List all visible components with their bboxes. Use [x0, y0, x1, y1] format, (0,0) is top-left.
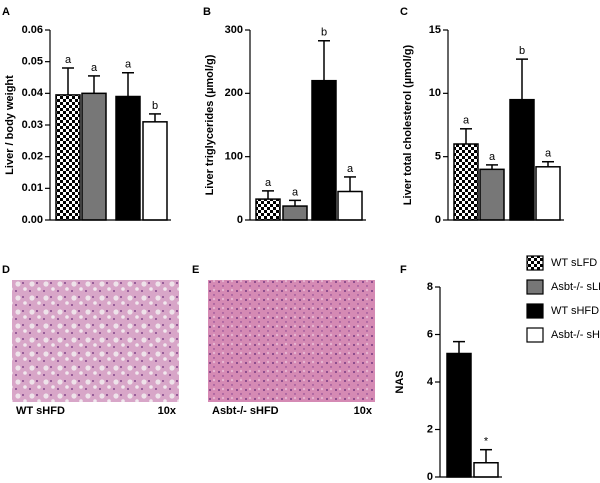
- bar: [453, 143, 479, 221]
- bar: [479, 168, 505, 221]
- y-tick-label: 0.04: [22, 87, 44, 99]
- panel-label: A: [2, 6, 10, 18]
- annotation: a: [91, 62, 98, 74]
- annotation: b: [321, 27, 327, 39]
- bar: [282, 205, 308, 221]
- bar: [535, 166, 561, 221]
- y-tick-label: 0: [435, 214, 441, 226]
- y-tick-label: 0.00: [22, 214, 43, 226]
- annotation: a: [347, 163, 354, 175]
- legend-label: WT sHFD: [551, 305, 599, 317]
- annotation: a: [265, 177, 272, 189]
- legend-label: WT sLFD: [551, 257, 597, 269]
- y-axis-label: NAS: [394, 370, 406, 393]
- y-tick-label: 0.03: [22, 119, 43, 131]
- y-axis-label: Liver total cholesterol (µmol/g): [402, 44, 414, 205]
- panel-label: F: [400, 264, 407, 276]
- bar: [55, 94, 81, 221]
- image-magnification: 10x: [158, 405, 177, 417]
- annotation: a: [292, 186, 299, 198]
- legend-label: Asbt-/- sHFD: [551, 329, 600, 341]
- annotation: b: [519, 45, 525, 57]
- bar: [509, 98, 535, 221]
- image-caption: Asbt-/- sHFD: [212, 405, 279, 417]
- annotation: b: [152, 100, 158, 112]
- y-tick-label: 300: [225, 24, 243, 36]
- bar: [446, 352, 472, 478]
- legend-swatch: [526, 303, 544, 319]
- bar: [115, 95, 141, 221]
- y-tick-label: 200: [225, 87, 243, 99]
- annotation: a: [65, 54, 72, 66]
- y-tick-label: 0.05: [22, 56, 43, 68]
- y-tick-label: 6: [427, 328, 433, 340]
- y-tick-label: 2: [427, 423, 433, 435]
- panel-label: B: [203, 6, 211, 18]
- y-tick-label: 10: [429, 87, 441, 99]
- y-tick-label: 8: [427, 281, 433, 293]
- y-tick-label: 15: [429, 24, 441, 36]
- y-tick-label: 0.06: [22, 24, 43, 36]
- y-axis-label: Liver / body weight: [4, 75, 16, 175]
- y-tick-label: 4: [427, 376, 434, 388]
- histology-image: [208, 280, 375, 402]
- bar: [337, 190, 363, 221]
- annotation: a: [489, 151, 496, 163]
- annotation: a: [545, 148, 552, 160]
- bar: [311, 79, 337, 221]
- bar: [81, 92, 107, 221]
- panel-label: E: [192, 264, 199, 276]
- annotation: a: [463, 115, 470, 127]
- y-tick-label: 0: [427, 471, 433, 483]
- y-tick-label: 0.02: [22, 151, 43, 163]
- panel-label: D: [2, 264, 10, 276]
- y-tick-label: 0.01: [22, 182, 43, 194]
- annotation: *: [484, 436, 489, 448]
- image-magnification: 10x: [354, 405, 373, 417]
- legend-swatch: [526, 279, 544, 295]
- histology-image: [12, 280, 179, 402]
- y-axis-label: Liver triglycerides (µmol/g): [204, 54, 216, 195]
- y-tick-label: 100: [225, 151, 243, 163]
- legend-swatch: [526, 255, 544, 271]
- bar: [473, 462, 499, 478]
- legend-label: Asbt-/- sLFD: [551, 281, 600, 293]
- image-caption: WT sHFD: [16, 405, 65, 417]
- annotation: a: [125, 59, 132, 71]
- y-tick-label: 0: [237, 214, 243, 226]
- bar: [142, 121, 168, 221]
- legend-swatch: [526, 327, 544, 343]
- bar: [255, 198, 281, 221]
- y-tick-label: 5: [435, 151, 441, 163]
- panel-label: C: [400, 6, 408, 18]
